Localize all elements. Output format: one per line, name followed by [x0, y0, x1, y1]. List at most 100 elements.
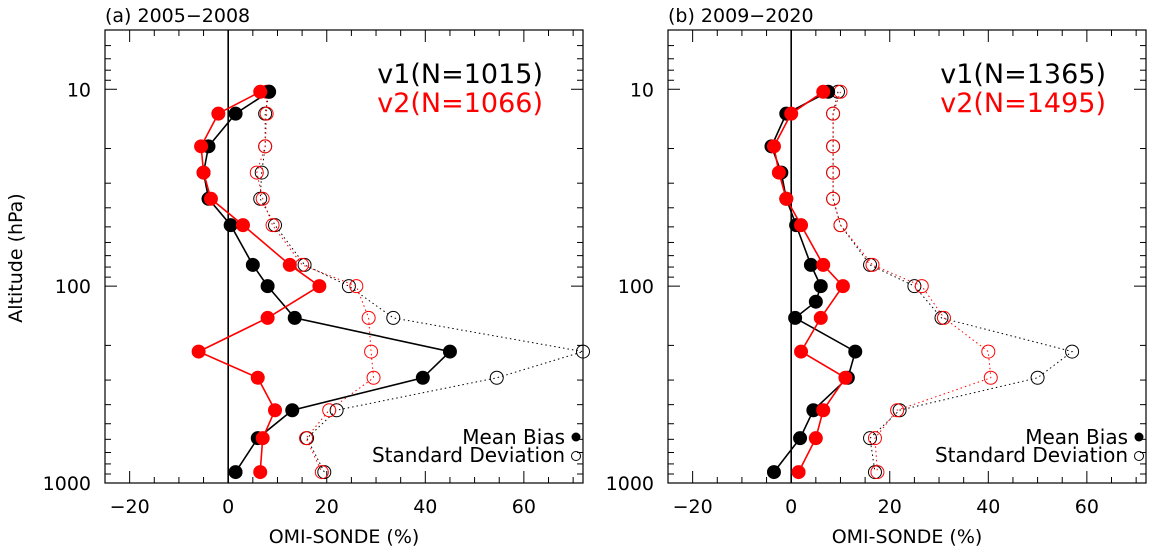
std-dev-line-v1	[832, 91, 1074, 473]
std-dev-point-v1	[268, 218, 283, 233]
y-tick-label: 100	[55, 276, 91, 298]
mean-bias-point-v1	[793, 431, 808, 446]
std-dev-point-v2	[322, 403, 337, 418]
mean-bias-point-v2	[211, 106, 226, 121]
std-dev-point-v2	[870, 465, 885, 480]
mean-bias-point-v1	[415, 370, 430, 385]
legend-mean-bias-marker	[571, 432, 581, 442]
mean-bias-point-v2	[766, 139, 781, 154]
mean-bias-point-v2	[794, 218, 809, 233]
x-tick-label: 0	[222, 496, 234, 518]
std-dev-point-v1	[386, 310, 401, 325]
mean-bias-point-v1	[223, 218, 238, 233]
std-dev-point-v2	[981, 344, 996, 359]
mean-bias-line-v1	[202, 91, 452, 473]
mean-bias-point-v2	[194, 139, 209, 154]
mean-bias-point-v1	[260, 279, 275, 294]
mean-bias-point-v1	[228, 465, 243, 480]
std-dev-point-v2	[364, 344, 379, 359]
std-dev-point-v1	[329, 403, 344, 418]
mean-bias-point-v2	[813, 310, 828, 325]
y-tick-label: 1000	[43, 473, 91, 495]
std-dev-point-v1	[1065, 344, 1080, 359]
std-dev-point-v2	[914, 279, 929, 294]
panel-title: (a) 2005−2008	[105, 5, 250, 27]
mean-bias-point-v2	[250, 370, 265, 385]
std-dev-point-v2	[361, 310, 376, 325]
mean-bias-point-v2	[196, 165, 211, 180]
std-dev-point-v1	[576, 344, 590, 359]
mean-bias-point-v2	[779, 191, 794, 206]
y-axis-label: Altitude (hPa)	[5, 193, 27, 322]
x-tick-label: −20	[110, 496, 150, 518]
panel-a: −20 0 20 40 60 10 100 1000 OMI-SONDE (%) (a) 2005…	[43, 5, 590, 548]
mean-bias-point-v2	[253, 465, 268, 480]
std-dev-point-v1	[489, 370, 504, 385]
plot-frame	[104, 29, 584, 484]
mean-bias-point-v2	[312, 279, 327, 294]
y-tick-label: 10	[630, 79, 654, 101]
mean-bias-point-v1	[287, 310, 302, 325]
mean-bias-point-v2	[255, 431, 270, 446]
mean-bias-point-v1	[788, 310, 803, 325]
legend-mean-bias-label: Mean Bias	[1025, 425, 1128, 449]
x-tick-label: 20	[315, 496, 339, 518]
std-dev-point-v2	[826, 106, 841, 121]
mean-bias-point-v2	[282, 257, 297, 272]
std-dev-line-v2	[832, 91, 992, 473]
panel-title: (b) 2009−2020	[668, 5, 814, 27]
sample-size-label: v1(N=1015)	[377, 59, 543, 90]
mean-bias-point-v1	[766, 465, 781, 480]
mean-bias-point-v1	[442, 344, 457, 359]
mean-bias-point-v1	[808, 294, 823, 309]
std-dev-point-v2	[867, 431, 882, 446]
sample-size-label: v1(N=1365)	[940, 59, 1106, 90]
sample-size-label: v2(N=1495)	[940, 88, 1106, 119]
x-tick-label: 20	[878, 496, 902, 518]
std-dev-point-v2	[826, 191, 841, 206]
x-axis-label: OMI-SONDE (%)	[269, 526, 420, 548]
std-dev-point-v1	[300, 431, 315, 446]
mean-bias-point-v1	[813, 279, 828, 294]
mean-bias-point-v2	[816, 84, 831, 99]
mean-bias-point-v1	[228, 106, 243, 121]
std-dev-point-v1	[341, 279, 356, 294]
legend-std-dev-label: Standard Deviation	[372, 443, 565, 467]
plot-frame	[667, 29, 1147, 484]
mean-bias-point-v1	[245, 257, 260, 272]
x-tick-label: 60	[512, 496, 536, 518]
legend-mean-bias-label: Mean Bias	[462, 425, 565, 449]
mean-bias-point-v2	[816, 403, 831, 418]
std-dev-point-v1	[907, 279, 922, 294]
std-dev-point-v2	[349, 279, 364, 294]
y-tick-label: 1000	[606, 473, 654, 495]
mean-bias-point-v2	[808, 431, 823, 446]
std-dev-point-v1	[297, 257, 312, 272]
y-tick-label: 100	[618, 276, 654, 298]
std-dev-point-v2	[249, 165, 264, 180]
mean-bias-point-v2	[203, 191, 218, 206]
std-dev-point-v2	[265, 218, 280, 233]
mean-bias-point-v1	[285, 403, 300, 418]
std-dev-point-v2	[865, 257, 880, 272]
mean-bias-point-v2	[835, 279, 850, 294]
mean-bias-point-v2	[260, 310, 275, 325]
std-dev-point-v2	[314, 465, 329, 480]
std-dev-point-v2	[826, 139, 841, 154]
std-dev-point-v2	[890, 403, 905, 418]
x-axis-label: OMI-SONDE (%)	[832, 526, 983, 548]
std-dev-line-v2	[256, 91, 375, 473]
x-tick-label: −20	[673, 496, 713, 518]
x-tick-label: 0	[785, 496, 797, 518]
mean-bias-point-v2	[784, 106, 799, 121]
mean-bias-point-v2	[253, 84, 268, 99]
mean-bias-point-v2	[791, 465, 806, 480]
std-dev-point-v2	[833, 218, 848, 233]
mean-bias-point-v1	[803, 257, 818, 272]
legend-mean-bias-marker	[1134, 432, 1144, 442]
mean-bias-point-v1	[848, 344, 863, 359]
panel-b: −20 0 20 40 60 10 100 1000 OMI-SONDE (%) (b) 2009…	[606, 5, 1147, 548]
x-tick-label: 60	[1075, 496, 1099, 518]
mean-bias-point-v2	[816, 257, 831, 272]
